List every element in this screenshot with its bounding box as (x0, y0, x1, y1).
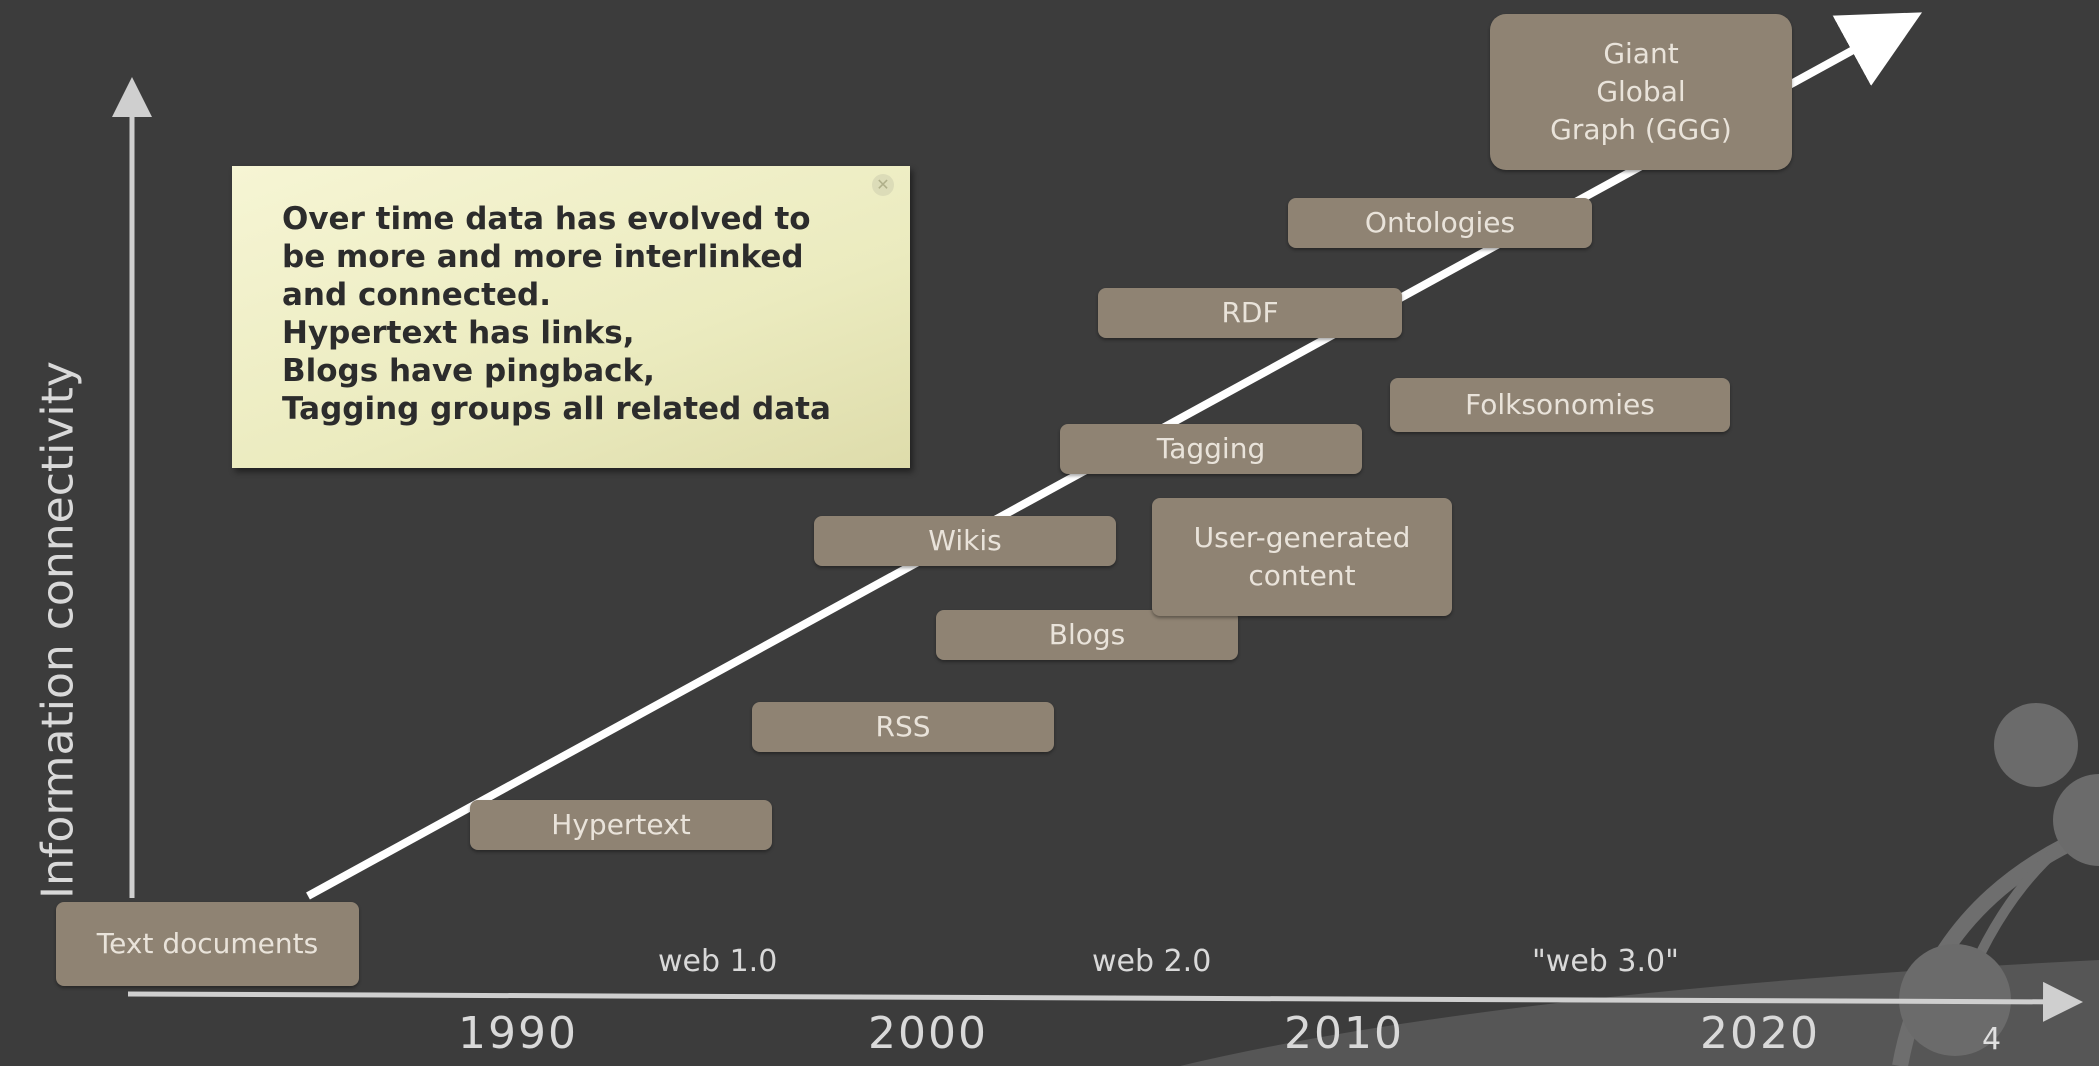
close-icon[interactable]: ✕ (872, 174, 894, 196)
arrow-right-icon (127, 981, 2083, 1022)
box-user-generated-content: User-generated content (1152, 498, 1452, 616)
box-text-documents: Text documents (56, 902, 359, 986)
x-tick-label: 2020 (1700, 1008, 1820, 1059)
era-label-web3: "web 3.0" (1532, 944, 1679, 979)
x-tick-label: 1990 (458, 1008, 578, 1059)
box-giant-global-graph: Giant Global Graph (GGG) (1490, 14, 1792, 170)
box-hypertext: Hypertext (470, 800, 772, 850)
box-rss: RSS (752, 702, 1054, 752)
era-label-web2: web 2.0 (1092, 944, 1212, 979)
note-text: Over time data has evolved to be more an… (282, 201, 831, 427)
box-wikis: Wikis (814, 516, 1116, 566)
box-rdf: RDF (1098, 288, 1402, 338)
box-blogs: Blogs (936, 610, 1238, 660)
x-tick-label: 2000 (868, 1008, 988, 1059)
decorative-circles (1180, 703, 2099, 1066)
box-tagging: Tagging (1060, 424, 1362, 474)
box-ontologies: Ontologies (1288, 198, 1592, 248)
x-tick-label: 2010 (1284, 1008, 1404, 1059)
y-axis-label: Information connectivity (32, 361, 84, 899)
box-folksonomies: Folksonomies (1390, 378, 1730, 432)
era-label-web1: web 1.0 (658, 944, 778, 979)
page-number: 4 (1982, 1022, 2002, 1057)
sticky-note: Over time data has evolved to be more an… (232, 166, 910, 468)
